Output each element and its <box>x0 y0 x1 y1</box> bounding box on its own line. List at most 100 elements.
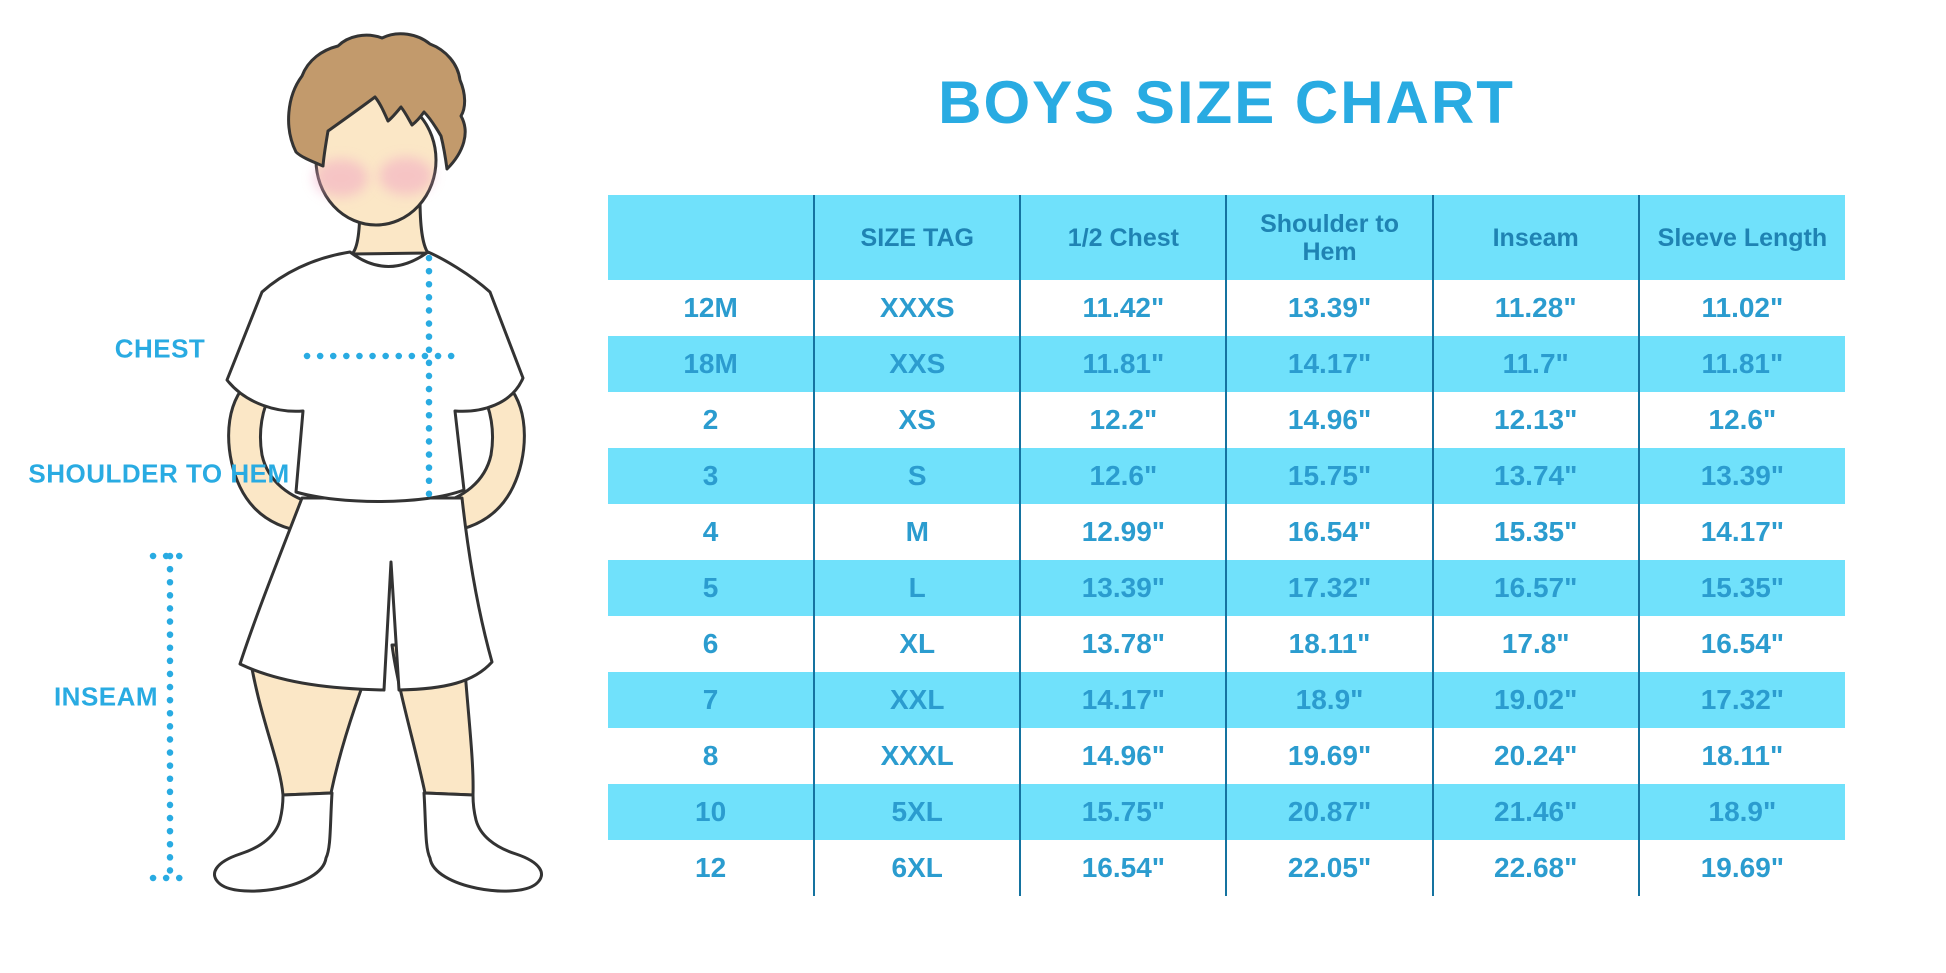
measurement-cell: 14.17" <box>1225 336 1433 392</box>
size-cell: 12M <box>683 292 738 323</box>
measurement-cell: 11.7" <box>1431 336 1639 392</box>
boy-hair <box>287 32 467 171</box>
measurement-cell: 16.57" <box>1431 560 1639 616</box>
column-header: Sleeve Length <box>1637 195 1845 280</box>
measurement-cell: 12.6" <box>1637 392 1845 448</box>
measurement-cell: 20.87" <box>1225 784 1433 840</box>
size-tag-cell: XXL <box>813 672 1021 728</box>
measurement-cell: 17.32" <box>1637 672 1845 728</box>
measurement-cell: 13.39" <box>1637 448 1845 504</box>
size-tag-cell: L <box>813 560 1021 616</box>
size-row: 2 XS 12.2" 14.96" 12.13" 12.6" <box>608 392 1845 448</box>
boy-shorts <box>238 496 494 692</box>
boy-left-cheek <box>314 159 368 197</box>
measurement-cell: 15.75" <box>1225 448 1433 504</box>
measurement-cell: 18.11" <box>1225 616 1433 672</box>
size-row: 7 XXL 14.17" 18.9" 19.02" 17.32" <box>608 672 1845 728</box>
size-table-body: 12M XXXS 11.42" 13.39" 11.28" 11.02" 18M XXS 11.… <box>608 280 1845 896</box>
measurement-cell: 13.74" <box>1431 448 1639 504</box>
measurement-cell: 15.35" <box>1637 560 1845 616</box>
size-tag-cell: 6XL <box>813 840 1021 896</box>
size-row: 10 5XL 15.75" 20.87" 21.46" 18.9" <box>608 784 1845 840</box>
measurement-cell: 12.99" <box>1019 504 1227 560</box>
size-column-spacer-header <box>608 195 815 280</box>
measurement-cell: 14.17" <box>1019 672 1227 728</box>
size-tag-cell: 5XL <box>813 784 1021 840</box>
column-header: Inseam <box>1431 195 1639 280</box>
measurement-cell: 15.75" <box>1019 784 1227 840</box>
size-tag-cell: S <box>813 448 1021 504</box>
measurement-cell: 13.39" <box>1225 280 1433 336</box>
boy-right-sock <box>422 791 543 893</box>
measurement-cell: 14.96" <box>1225 392 1433 448</box>
measurement-cell: 12.13" <box>1431 392 1639 448</box>
measurement-cell: 16.54" <box>1019 840 1227 896</box>
boys-size-table: SIZE TAG 1/2 Chest Shoulder to Hem Inseam Sl… <box>608 195 1845 896</box>
header-row: SIZE TAG 1/2 Chest Shoulder to Hem Inseam Sl… <box>608 195 1845 280</box>
size-row: 6 XL 13.78" 18.11" 17.8" 16.54" <box>608 616 1845 672</box>
measurement-cell: 21.46" <box>1431 784 1639 840</box>
measurement-cell: 16.54" <box>1225 504 1433 560</box>
measurement-cell: 11.42" <box>1019 280 1227 336</box>
measurement-cell: 11.81" <box>1019 336 1227 392</box>
size-row: 4 M 12.99" 16.54" 15.35" 14.17" <box>608 504 1845 560</box>
size-row: 12 6XL 16.54" 22.05" 22.68" 19.69" <box>608 840 1845 896</box>
measurement-cell: 16.54" <box>1637 616 1845 672</box>
size-tag-cell: XS <box>813 392 1021 448</box>
size-cell: 12 <box>695 852 727 883</box>
measurement-cell: 13.78" <box>1019 616 1227 672</box>
size-tag-cell: M <box>813 504 1021 560</box>
measurement-cell: 20.24" <box>1431 728 1639 784</box>
size-table-header: SIZE TAG 1/2 Chest Shoulder to Hem Inseam Sl… <box>608 195 1845 280</box>
chest-label: CHEST <box>114 333 206 364</box>
measurement-cell: 18.9" <box>1637 784 1845 840</box>
measurement-cell: 18.11" <box>1637 728 1845 784</box>
column-header: 1/2 Chest <box>1019 195 1227 280</box>
page-title: BOYS SIZE CHART <box>938 69 1515 137</box>
boy-measurement-illustration <box>149 32 543 893</box>
size-cell: 18M <box>608 336 815 392</box>
size-cell: 7 <box>608 672 815 728</box>
size-cell: 6 <box>702 628 719 659</box>
measurement-cell: 13.39" <box>1019 560 1227 616</box>
inseam-label: INSEAM <box>53 681 159 712</box>
size-cell: 3 <box>608 448 815 504</box>
column-header: Shoulder to Hem <box>1225 195 1433 280</box>
size-row: 8 XXXL 14.96" 19.69" 20.24" 18.11" <box>608 728 1845 784</box>
measurement-cell: 11.81" <box>1637 336 1845 392</box>
measurement-cell: 12.6" <box>1019 448 1227 504</box>
measurement-cell: 17.8" <box>1431 616 1639 672</box>
measurement-cell: 17.32" <box>1225 560 1433 616</box>
boy-tshirt <box>225 250 525 503</box>
size-row: 5 L 13.39" 17.32" 16.57" 15.35" <box>608 560 1845 616</box>
boy-right-cheek <box>379 157 433 195</box>
measurement-cell: 14.96" <box>1019 728 1227 784</box>
measurement-cell: 22.05" <box>1225 840 1433 896</box>
size-row: 18M XXS 11.81" 14.17" 11.7" 11.81" <box>608 336 1845 392</box>
size-row: 3 S 12.6" 15.75" 13.74" 13.39" <box>608 448 1845 504</box>
measurement-cell: 14.17" <box>1637 504 1845 560</box>
measurement-cell: 18.9" <box>1225 672 1433 728</box>
boy-left-sock <box>213 791 334 893</box>
measurement-cell: 15.35" <box>1431 504 1639 560</box>
size-cell: 8 <box>702 740 719 771</box>
measurement-cell: 11.02" <box>1637 280 1845 336</box>
size-tag-cell: XXXS <box>813 280 1021 336</box>
measurement-cell: 11.28" <box>1431 280 1639 336</box>
column-header: SIZE TAG <box>813 195 1021 280</box>
size-cell: 5 <box>608 560 815 616</box>
size-tag-cell: XXXL <box>813 728 1021 784</box>
measurement-cell: 19.69" <box>1225 728 1433 784</box>
measurement-cell: 22.68" <box>1431 840 1639 896</box>
size-row: 12M XXXS 11.42" 13.39" 11.28" 11.02" <box>608 280 1845 336</box>
size-tag-cell: XXS <box>813 336 1021 392</box>
size-cell: 10 <box>608 784 815 840</box>
measurement-cell: 19.02" <box>1431 672 1639 728</box>
size-tag-cell: XL <box>813 616 1021 672</box>
measurement-cell: 12.2" <box>1019 392 1227 448</box>
size-cell: 4 <box>702 516 719 547</box>
size-cell: 2 <box>702 404 719 435</box>
shoulder-to-hem-label: SHOULDER TO HEM <box>28 458 290 489</box>
measurement-cell: 19.69" <box>1637 840 1845 896</box>
